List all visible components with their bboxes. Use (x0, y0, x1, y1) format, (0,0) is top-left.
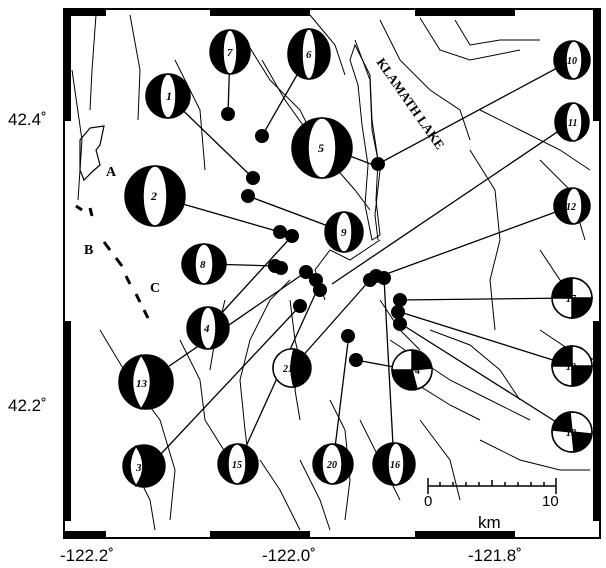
svg-text:1: 1 (166, 89, 172, 103)
place-label-a: A (106, 165, 117, 180)
map-frame (63, 8, 601, 539)
beachball-9: 9 (324, 211, 364, 253)
scale-bar (427, 478, 557, 494)
svg-text:13: 13 (136, 378, 148, 390)
place-label-b: B (84, 243, 93, 258)
x-tick-3: -121.8˚ (468, 546, 522, 565)
scale-unit: km (478, 513, 501, 532)
beachballs: 1 2 3 4 5 6 (118, 28, 593, 488)
svg-text:16: 16 (390, 460, 400, 471)
beachball-20: 20 (312, 443, 354, 485)
beachball-10: 10 (553, 40, 591, 80)
beachball-6: 6 (287, 28, 331, 80)
scale-start: 0 (424, 493, 432, 510)
beachball-21: 21 (272, 348, 312, 388)
beachball-2: 2 (124, 165, 186, 227)
beachball-3: 3 (122, 444, 166, 488)
beachball-17: 17 (551, 277, 593, 319)
y-tick-1: 42.4˚ (8, 110, 47, 129)
beachball-18: 18 (551, 411, 593, 453)
beachball-16: 16 (372, 442, 416, 486)
svg-text:2: 2 (150, 189, 157, 203)
beachball-7: 7 (209, 29, 251, 75)
svg-text:7: 7 (227, 47, 233, 59)
svg-text:19: 19 (566, 362, 576, 373)
beachball-5: 5 (291, 117, 353, 179)
svg-text:17: 17 (566, 294, 577, 305)
lake-shoreline (349, 43, 381, 241)
svg-text:5: 5 (318, 141, 324, 155)
x-tick-2: -122.0˚ (262, 546, 316, 565)
svg-text:15: 15 (232, 460, 242, 471)
svg-text:8: 8 (200, 259, 206, 271)
svg-text:14: 14 (410, 366, 420, 377)
svg-text:18: 18 (566, 428, 576, 439)
svg-text:11: 11 (568, 118, 577, 129)
x-tick-1: -122.2˚ (60, 546, 114, 565)
svg-text:12: 12 (566, 202, 576, 213)
beachball-15: 15 (217, 443, 259, 485)
scale-end: 10 (542, 493, 559, 510)
beachball-12: 12 (553, 187, 591, 225)
beachball-8: 8 (181, 243, 227, 285)
west-shoreline (79, 125, 105, 182)
svg-text:10: 10 (567, 56, 577, 67)
epicenters (221, 107, 407, 367)
beachball-19: 19 (551, 345, 593, 387)
svg-text:4: 4 (203, 323, 210, 335)
fault-lines (71, 14, 596, 531)
place-label-c: C (150, 281, 160, 296)
dashed-fault (75, 204, 150, 319)
svg-text:20: 20 (326, 460, 337, 471)
frame-bars (64, 9, 600, 538)
beachball-13: 13 (118, 353, 174, 411)
svg-text:6: 6 (306, 49, 312, 61)
svg-text:21: 21 (282, 364, 293, 375)
beachball-4: 4 (186, 306, 230, 350)
svg-text:9: 9 (341, 227, 347, 239)
beachball-11: 11 (554, 102, 590, 142)
lake-label: KLAMATH LAKE (374, 55, 448, 152)
beachball-1: 1 (145, 73, 191, 119)
svg-text:3: 3 (135, 462, 142, 474)
beachball-14: 14 (391, 349, 433, 391)
y-tick-2: 42.2˚ (8, 396, 47, 415)
